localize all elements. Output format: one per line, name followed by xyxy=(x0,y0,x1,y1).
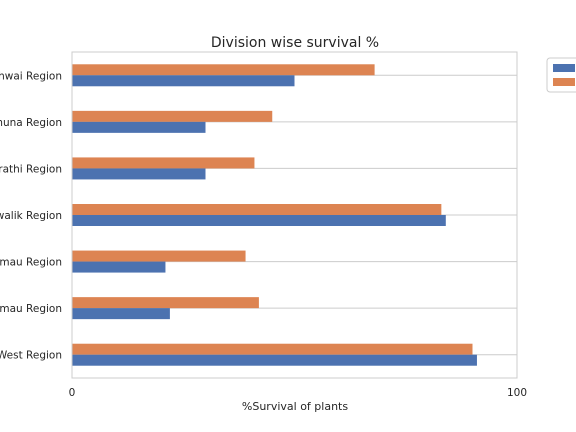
x-tick-labels: 0 100 xyxy=(69,387,527,399)
bar-series-1 xyxy=(72,355,477,366)
bars xyxy=(72,64,477,365)
bar-series-1 xyxy=(72,308,170,319)
bar-series-1 xyxy=(72,262,165,273)
bar-series-1 xyxy=(72,215,446,226)
bar-series-2 xyxy=(72,297,259,308)
legend-box xyxy=(547,58,576,92)
bar-series-2 xyxy=(72,344,473,355)
bar-series-2 xyxy=(72,204,441,215)
y-tick-label: umau Region xyxy=(0,303,62,315)
x-axis-label: %Survival of plants xyxy=(242,400,348,413)
chart-title: Division wise survival % xyxy=(211,35,379,51)
bar-series-2 xyxy=(72,157,254,168)
x-tick-label: 0 xyxy=(69,387,76,399)
legend xyxy=(547,58,576,92)
bar-series-2 xyxy=(72,251,246,262)
legend-swatch xyxy=(553,78,575,86)
x-tick-label: 100 xyxy=(507,387,527,399)
y-tick-label: umau Region xyxy=(0,257,62,269)
bar-series-2 xyxy=(72,111,272,122)
y-tick-label: rhwai Region xyxy=(0,70,62,82)
bar-series-2 xyxy=(72,64,375,75)
bar-series-1 xyxy=(72,75,295,86)
y-tick-label: walik Region xyxy=(0,210,62,222)
legend-swatch xyxy=(553,64,575,72)
y-tick-labels: rhwai Region muna Region irathi Region wali… xyxy=(0,70,62,361)
bar-series-1 xyxy=(72,122,206,133)
y-tick-label: irathi Region xyxy=(0,163,62,175)
y-tick-label: muna Region xyxy=(0,117,62,129)
y-tick-label: West Region xyxy=(0,350,62,362)
bar-series-1 xyxy=(72,168,206,179)
